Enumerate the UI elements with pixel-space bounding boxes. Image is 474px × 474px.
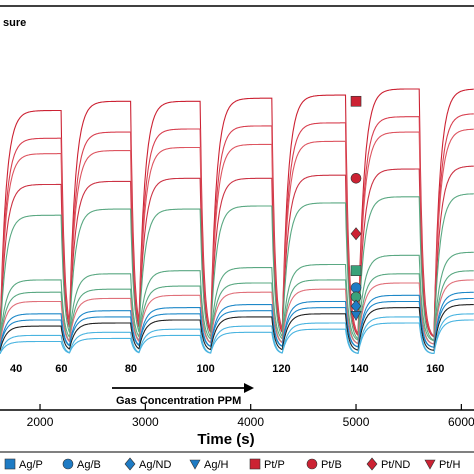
x-tick-label-3: 5000 (343, 415, 370, 429)
legend-item-0: Ag/P (4, 458, 43, 471)
legend-label-4: Pt/P (264, 459, 285, 471)
concentration-label-3: 100 (196, 363, 214, 375)
legend-item-2: Ag/ND (124, 457, 171, 471)
legend-marker-4 (249, 458, 261, 470)
arrow-head (244, 383, 254, 393)
legend: Ag/P Ag/B Ag/ND Ag/H Pt/P Pt/B Pt/ND Pt/H (4, 457, 460, 471)
inline-marker-4 (350, 282, 362, 293)
x-tick-label-2: 4000 (237, 415, 264, 429)
series-line-7 (0, 279, 474, 345)
x-tick-layer: 2000 3000 4000 5000 6000 (27, 404, 474, 429)
inline-marker-1 (350, 172, 362, 184)
legend-label-6: Pt/ND (381, 459, 410, 471)
series-layer (0, 88, 474, 355)
legend-item-4: Pt/P (249, 458, 285, 471)
inline-marker-2 (350, 227, 362, 241)
series-line-6 (0, 270, 474, 345)
concentration-label-5: 140 (350, 363, 368, 375)
concentration-arrow: Gas Concentration PPM (112, 383, 254, 407)
legend-label-1: Ag/B (77, 459, 101, 471)
concentration-label-4: 120 (272, 363, 290, 375)
series-line-1 (0, 113, 474, 339)
x-tick-label-4: 6000 (448, 415, 474, 429)
legend-label-0: Ag/P (19, 459, 43, 471)
legend-item-6: Pt/ND (366, 457, 410, 471)
inline-marker-7 (350, 311, 362, 321)
legend-marker-1 (62, 458, 74, 470)
x-tick-label-0: 2000 (27, 415, 54, 429)
inline-marker-0 (350, 95, 362, 107)
series-line-2 (0, 128, 474, 339)
x-tick-label-1: 3000 (132, 415, 159, 429)
legend-marker-0 (4, 458, 16, 470)
series-line-12 (0, 319, 474, 355)
series-line-8 (0, 291, 474, 348)
concentration-label-6: 160 (426, 363, 444, 375)
legend-item-5: Pt/B (306, 458, 342, 471)
legend-marker-6 (366, 457, 378, 471)
series-line-3 (0, 165, 474, 339)
legend-label-5: Pt/B (321, 459, 342, 471)
concentration-label-2: 80 (125, 363, 137, 375)
concentration-label-0: 40 (10, 363, 22, 375)
legend-label-3: Ag/H (204, 459, 229, 471)
legend-item-1: Ag/B (62, 458, 101, 471)
inline-marker-3 (350, 265, 362, 276)
series-line-0 (0, 88, 474, 339)
series-line-10 (0, 304, 474, 351)
x-axis-label: Time (s) (197, 431, 254, 448)
legend-marker-5 (306, 458, 318, 470)
concentration-label-1: 60 (55, 363, 67, 375)
series-line-11 (0, 313, 474, 355)
legend-label-7: Pt/H (439, 459, 460, 471)
arrow-annotation: Gas Concentration PPM (116, 395, 241, 407)
legend-marker-3 (189, 459, 201, 470)
legend-marker-7 (424, 459, 436, 470)
legend-label-2: Ag/ND (139, 459, 171, 471)
legend-marker-2 (124, 457, 136, 471)
chart-title: sure (3, 17, 26, 29)
series-line-9 (0, 297, 474, 348)
inline-marker-layer (350, 95, 362, 321)
series-line-5 (0, 251, 474, 342)
legend-item-7: Pt/H (424, 459, 460, 471)
series-line-4 (0, 193, 474, 342)
concentration-label-layer: 40 60 80 100 120 140 160 (10, 363, 444, 375)
legend-item-3: Ag/H (189, 459, 229, 471)
